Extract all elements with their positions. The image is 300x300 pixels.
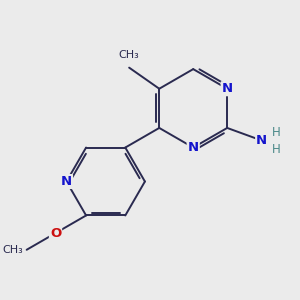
Text: H: H xyxy=(272,126,281,139)
Text: H: H xyxy=(272,143,281,156)
Text: CH₃: CH₃ xyxy=(2,245,23,255)
Text: N: N xyxy=(222,82,233,95)
Text: O: O xyxy=(50,226,61,240)
Text: N: N xyxy=(61,175,72,188)
Text: CH₃: CH₃ xyxy=(119,50,140,60)
Text: N: N xyxy=(188,141,199,154)
Text: N: N xyxy=(256,134,267,147)
